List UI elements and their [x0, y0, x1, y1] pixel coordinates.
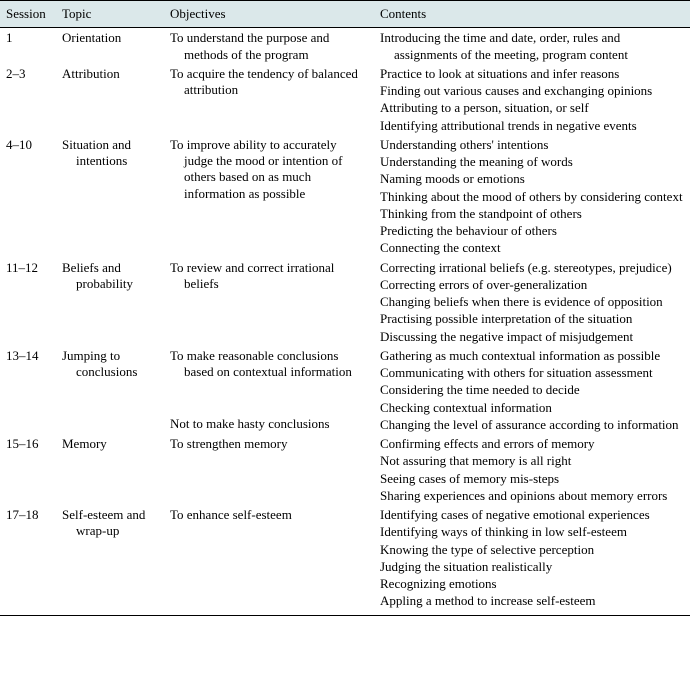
cell-objectives: To strengthen memory	[164, 434, 374, 505]
cell-objectives: To make reasonable conclusions based on …	[164, 346, 374, 434]
cell-topic: Beliefs and probability	[56, 258, 164, 346]
cell-topic: Situation and intentions	[56, 135, 164, 258]
table-row: 15–16MemoryTo strengthen memoryConfirmin…	[0, 434, 690, 505]
cell-session: 2–3	[0, 64, 56, 135]
cell-topic: Memory	[56, 434, 164, 505]
table-row: 13–14Jumping to conclusionsTo make reaso…	[0, 346, 690, 434]
cell-objectives: To acquire the tendency of balanced attr…	[164, 64, 374, 135]
cell-session: 4–10	[0, 135, 56, 258]
cell-contents: Practice to look at situations and infer…	[374, 64, 690, 135]
cell-contents: Gathering as much contextual information…	[374, 346, 690, 434]
sessions-table: Session Topic Objectives Contents 1Orien…	[0, 0, 690, 616]
cell-topic: Orientation	[56, 28, 164, 64]
col-objectives: Objectives	[164, 1, 374, 28]
cell-session: 17–18	[0, 505, 56, 615]
cell-topic: Self-esteem and wrap-up	[56, 505, 164, 615]
cell-objectives: To enhance self-esteem	[164, 505, 374, 615]
col-contents: Contents	[374, 1, 690, 28]
table-header-row: Session Topic Objectives Contents	[0, 1, 690, 28]
cell-topic: Jumping to conclusions	[56, 346, 164, 434]
cell-contents: Confirming effects and errors of memoryN…	[374, 434, 690, 505]
cell-session: 15–16	[0, 434, 56, 505]
cell-contents: Introducing the time and date, order, ru…	[374, 28, 690, 64]
cell-contents: Identifying cases of negative emotional …	[374, 505, 690, 615]
cell-objectives: To improve ability to accurately judge t…	[164, 135, 374, 258]
cell-session: 11–12	[0, 258, 56, 346]
cell-objectives: To review and correct irrational beliefs	[164, 258, 374, 346]
cell-objectives: To understand the purpose and methods of…	[164, 28, 374, 64]
table-row: 11–12Beliefs and probabilityTo review an…	[0, 258, 690, 346]
table-row: 4–10Situation and intentionsTo improve a…	[0, 135, 690, 258]
cell-contents: Correcting irrational beliefs (e.g. ster…	[374, 258, 690, 346]
table-row: 17–18Self-esteem and wrap-upTo enhance s…	[0, 505, 690, 615]
cell-contents: Understanding others' intentionsUndersta…	[374, 135, 690, 258]
cell-session: 13–14	[0, 346, 56, 434]
col-session: Session	[0, 1, 56, 28]
table-row: 1OrientationTo understand the purpose an…	[0, 28, 690, 64]
cell-topic: Attribution	[56, 64, 164, 135]
col-topic: Topic	[56, 1, 164, 28]
cell-session: 1	[0, 28, 56, 64]
table-row: 2–3AttributionTo acquire the tendency of…	[0, 64, 690, 135]
